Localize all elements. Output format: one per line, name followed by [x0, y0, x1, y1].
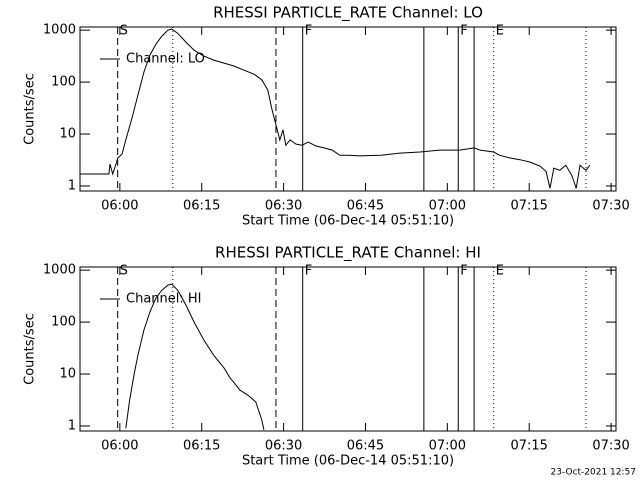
x-tick-label: 06:00 — [101, 199, 138, 214]
x-tick-label: 06:30 — [265, 199, 302, 214]
x-tick-label: 07:30 — [592, 199, 629, 214]
x-tick-label: 06:15 — [183, 199, 220, 214]
event-label: S — [120, 264, 128, 279]
data-line — [125, 283, 265, 431]
x-tick-label: 07:15 — [510, 199, 547, 214]
x-tick-label: 07:30 — [592, 439, 629, 454]
x-tick-label: 06:45 — [347, 199, 384, 214]
event-label: E — [496, 264, 504, 279]
x-tick-label: 07:00 — [429, 199, 466, 214]
x-tick-label: 06:15 — [183, 439, 220, 454]
event-label: F — [305, 264, 312, 279]
y-tick-label: 100 — [51, 315, 76, 330]
y-tick-label: 10 — [59, 367, 76, 382]
event-label: F — [305, 24, 312, 39]
plot-frame — [79, 266, 617, 432]
y-axis-label: Counts/sec — [23, 73, 38, 145]
event-label: F — [460, 264, 467, 279]
x-tick-label: 06:00 — [101, 439, 138, 454]
x-axis-label: Start Time (06-Dec-14 05:51:10) — [242, 214, 454, 229]
y-tick-label: 100 — [51, 75, 76, 90]
y-tick-label: 10 — [59, 127, 76, 142]
y-tick-label: 1 — [68, 418, 76, 433]
chart-title: RHESSI PARTICLE_RATE Channel: LO — [213, 4, 483, 23]
x-tick-label: 07:15 — [510, 439, 547, 454]
event-label: E — [496, 24, 504, 39]
x-tick-label: 06:30 — [265, 439, 302, 454]
legend-label: Channel: HI — [126, 292, 202, 307]
y-tick-label: 1000 — [43, 23, 76, 38]
x-tick-label: 06:45 — [347, 439, 384, 454]
chart-title: RHESSI PARTICLE_RATE Channel: HI — [215, 244, 481, 263]
y-axis-label: Counts/sec — [23, 313, 38, 385]
event-label: S — [120, 24, 128, 39]
x-axis-label: Start Time (06-Dec-14 05:51:10) — [242, 454, 454, 469]
footer: 23-Oct-2021 12:57 — [551, 468, 636, 478]
x-tick-label: 07:00 — [429, 439, 466, 454]
plot-frame — [79, 26, 617, 192]
event-label: F — [460, 24, 467, 39]
legend-label: Channel: LO — [126, 52, 205, 67]
y-tick-label: 1000 — [43, 263, 76, 278]
y-tick-label: 1 — [68, 178, 76, 193]
data-line — [80, 28, 591, 189]
